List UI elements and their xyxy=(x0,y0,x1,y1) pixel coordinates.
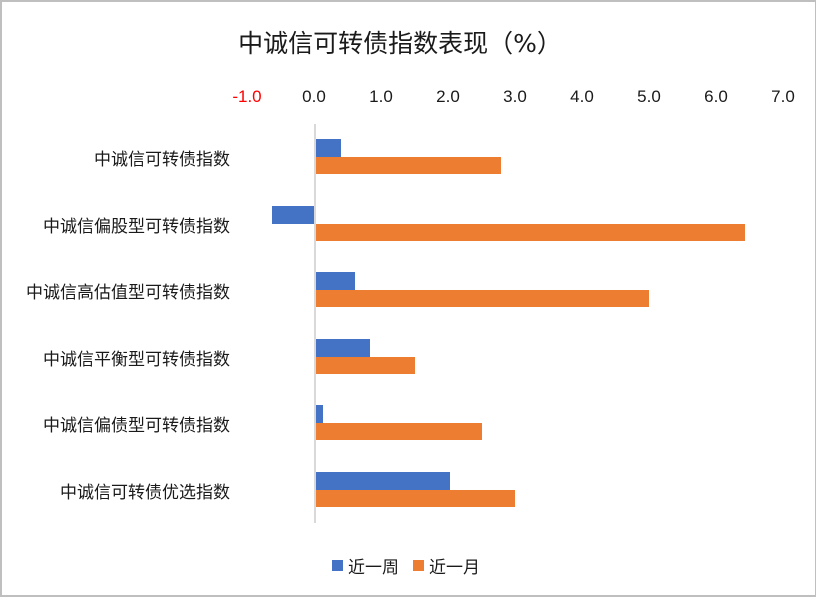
x-tick-label: 4.0 xyxy=(570,87,594,106)
legend-swatch-week xyxy=(332,560,343,571)
x-tick-label: 0.0 xyxy=(302,87,326,106)
category-label: 中诚信平衡型可转债指数 xyxy=(43,349,230,370)
zero-axis-line xyxy=(314,124,316,523)
x-tick-label: 7.0 xyxy=(771,87,795,106)
chart-title: 中诚信可转债指数表现（%） xyxy=(238,29,562,58)
x-tick-label: 2.0 xyxy=(436,87,460,106)
x-tick-label: 5.0 xyxy=(637,87,661,106)
legend-item-month: 近一月 xyxy=(413,553,480,578)
category-label: 中诚信可转债优选指数 xyxy=(60,483,230,503)
x-tick-label: 3.0 xyxy=(503,87,527,106)
bar-month xyxy=(316,356,415,374)
bar-week xyxy=(316,405,324,424)
bar-week xyxy=(272,205,314,224)
legend: 近一周 近一月 xyxy=(332,553,494,578)
legend-label-week: 近一周 xyxy=(348,558,399,578)
category-label: 中诚信高估值型可转债指数 xyxy=(26,283,230,304)
bar-month xyxy=(316,490,516,507)
legend-label-month: 近一月 xyxy=(429,558,480,578)
legend-item-week: 近一周 xyxy=(332,553,399,578)
bar-week xyxy=(316,338,370,357)
x-tick-label: 6.0 xyxy=(704,87,728,106)
bar-week xyxy=(316,472,450,490)
category-label: 中诚信偏股型可转债指数 xyxy=(43,216,230,237)
x-tick-label: -1.0 xyxy=(232,87,262,106)
bar-week xyxy=(316,272,356,291)
bar-month xyxy=(316,157,502,174)
bar-month xyxy=(316,290,650,308)
legend-swatch-month xyxy=(413,560,424,571)
category-label: 中诚信可转债指数 xyxy=(94,150,230,170)
bar-week xyxy=(316,139,342,157)
x-tick-label: 1.0 xyxy=(369,87,393,106)
bar-month xyxy=(316,223,746,241)
bar-month xyxy=(316,423,482,441)
category-label: 中诚信偏债型可转债指数 xyxy=(43,416,230,437)
